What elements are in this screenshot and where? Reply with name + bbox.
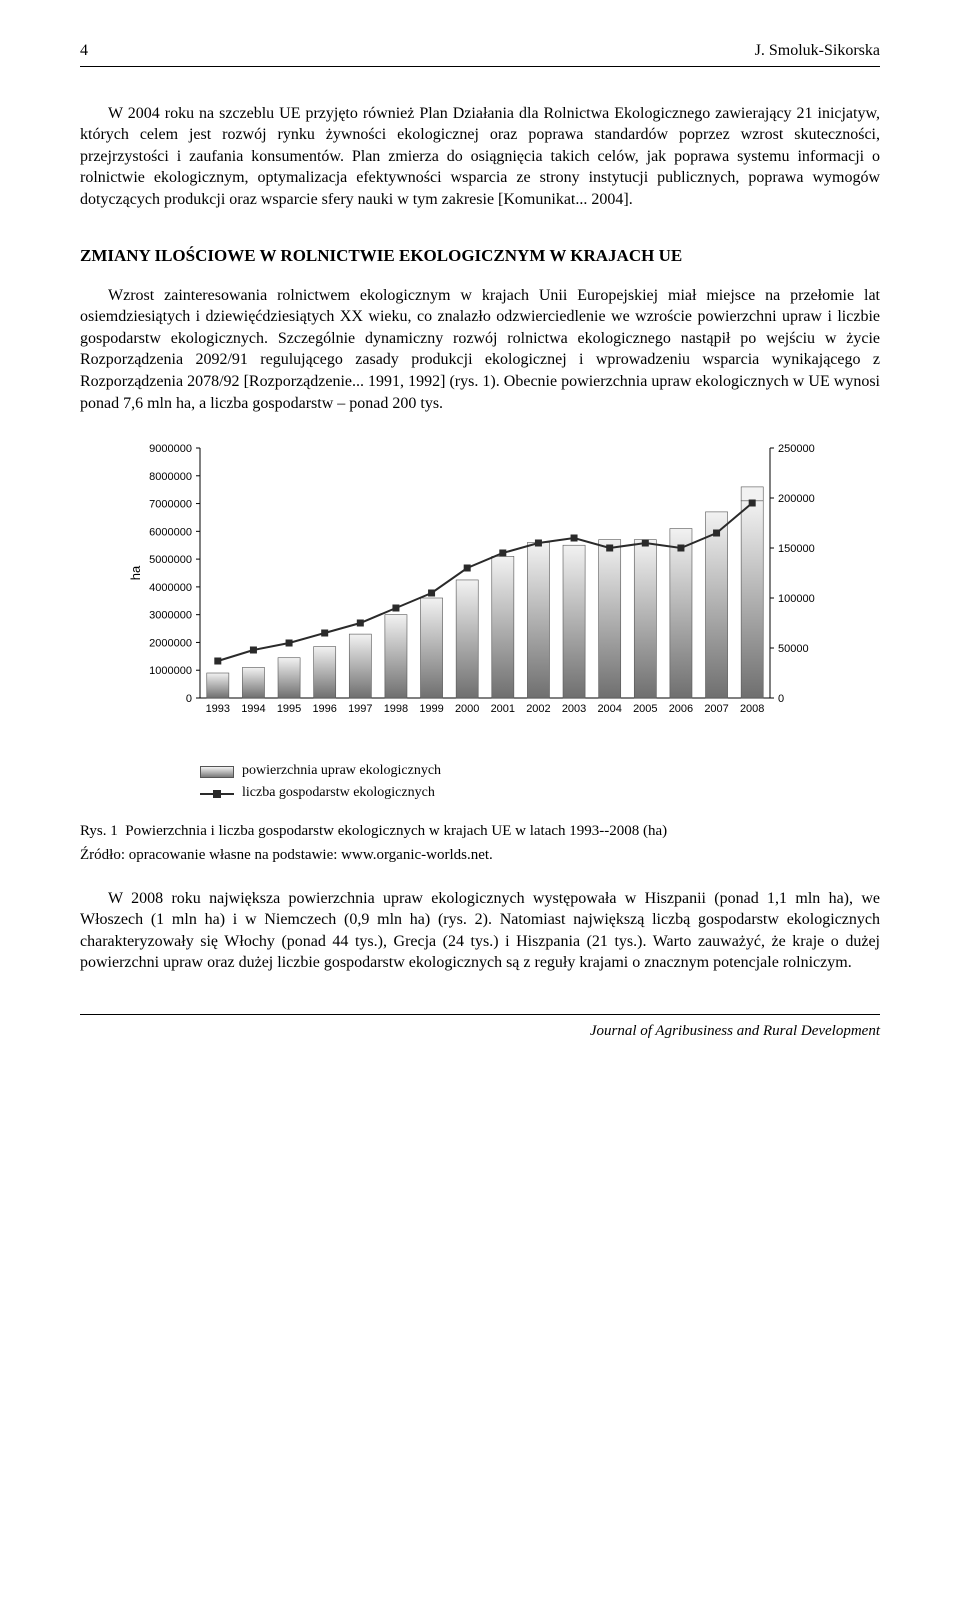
svg-text:6000000: 6000000 [149, 527, 192, 539]
svg-text:50000: 50000 [778, 643, 809, 655]
legend-line-swatch [200, 793, 234, 795]
paragraph-1: W 2004 roku na szczeblu UE przyjęto równ… [80, 103, 880, 211]
legend-bar-row: powierzchnia upraw ekologicznych [200, 762, 880, 781]
svg-text:2004: 2004 [597, 703, 621, 715]
caption-prefix: Rys. 1 [80, 823, 118, 839]
svg-text:1000000: 1000000 [149, 665, 192, 677]
paragraph-2: Wzrost zainteresowania rolnictwem ekolog… [80, 285, 880, 415]
svg-text:4000000: 4000000 [149, 582, 192, 594]
chart-container: 0100000020000003000000400000050000006000… [120, 434, 840, 754]
page-footer: Journal of Agribusiness and Rural Develo… [80, 1014, 880, 1041]
svg-text:7000000: 7000000 [149, 499, 192, 511]
svg-text:2002: 2002 [526, 703, 550, 715]
svg-text:1997: 1997 [348, 703, 372, 715]
svg-text:1993: 1993 [206, 703, 230, 715]
svg-text:2001: 2001 [491, 703, 515, 715]
svg-text:1994: 1994 [241, 703, 265, 715]
legend-line-label: liczba gospodarstw ekologicznych [242, 784, 435, 803]
legend-bar-label: powierzchnia upraw ekologicznych [242, 762, 441, 781]
svg-text:250000: 250000 [778, 443, 815, 455]
svg-text:2000: 2000 [455, 703, 479, 715]
chart-legend: powierzchnia upraw ekologicznych liczba … [200, 762, 880, 803]
svg-text:2003: 2003 [562, 703, 586, 715]
page-header: 4 J. Smoluk-Sikorska [80, 40, 880, 67]
svg-text:2006: 2006 [669, 703, 693, 715]
legend-bar-swatch [200, 766, 234, 778]
svg-text:9000000: 9000000 [149, 443, 192, 455]
svg-text:1995: 1995 [277, 703, 301, 715]
paragraph-3: W 2008 roku największa powierzchnia upra… [80, 888, 880, 974]
svg-text:8000000: 8000000 [149, 471, 192, 483]
caption-body: Powierzchnia i liczba gospodarstw ekolog… [125, 823, 667, 839]
legend-line-row: liczba gospodarstw ekologicznych [200, 784, 880, 803]
svg-text:2007: 2007 [704, 703, 728, 715]
svg-text:100000: 100000 [778, 593, 815, 605]
svg-text:2000000: 2000000 [149, 638, 192, 650]
svg-text:5000000: 5000000 [149, 554, 192, 566]
svg-text:1996: 1996 [312, 703, 336, 715]
svg-text:1998: 1998 [384, 703, 408, 715]
figure-caption: Rys. 1 Powierzchnia i liczba gospodarstw… [80, 821, 880, 841]
svg-text:0: 0 [778, 693, 784, 705]
figure-source: Źródło: opracowanie własne na podstawie:… [80, 845, 880, 865]
svg-text:0: 0 [186, 693, 192, 705]
svg-text:2005: 2005 [633, 703, 657, 715]
svg-text:150000: 150000 [778, 543, 815, 555]
bar-line-chart: 0100000020000003000000400000050000006000… [120, 434, 840, 754]
page-number: 4 [80, 40, 88, 62]
svg-text:3000000: 3000000 [149, 610, 192, 622]
svg-text:ha: ha [128, 565, 143, 580]
svg-text:200000: 200000 [778, 493, 815, 505]
svg-text:1999: 1999 [419, 703, 443, 715]
section-heading: ZMIANY ILOŚCIOWE W ROLNICTWIE EKOLOGICZN… [80, 245, 880, 267]
svg-text:2008: 2008 [740, 703, 764, 715]
header-author: J. Smoluk-Sikorska [755, 40, 880, 62]
